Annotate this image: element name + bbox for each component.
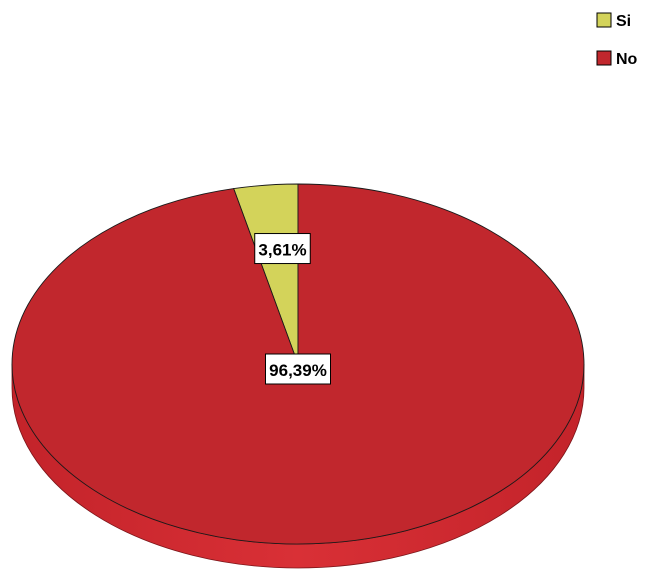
- data-label-text-no: 96,39%: [269, 361, 327, 380]
- legend-swatch-si: [596, 12, 612, 28]
- data-label-box-no: [265, 353, 331, 385]
- data-label-box-si: [254, 233, 311, 265]
- data-label-si: 3,61%: [254, 233, 311, 265]
- legend-item-no: No: [596, 50, 638, 68]
- legend-label-no: No: [616, 51, 638, 68]
- legend-label-si: Si: [616, 13, 631, 30]
- legend-swatch-no: [596, 50, 612, 66]
- legend-item-si: Si: [596, 12, 631, 30]
- data-labels: 3,61% 96,39%: [254, 233, 331, 385]
- legend: Si No: [596, 12, 638, 68]
- data-label-text-si: 3,61%: [258, 241, 306, 260]
- data-label-no: 96,39%: [265, 353, 331, 385]
